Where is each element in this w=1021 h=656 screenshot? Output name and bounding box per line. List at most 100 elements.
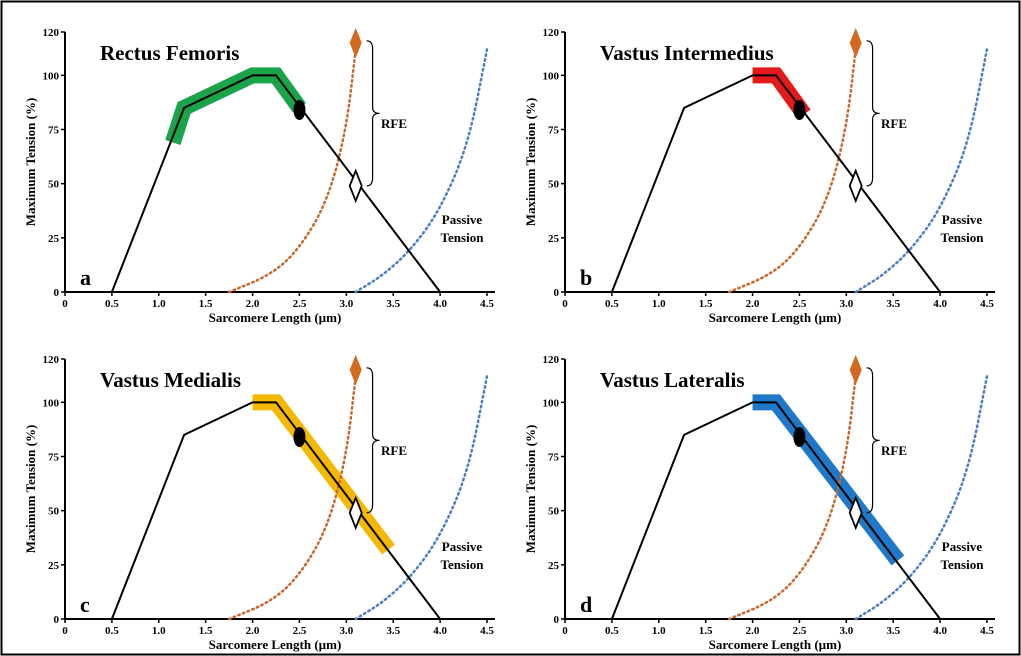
y-tick-label: 120 <box>543 354 560 366</box>
y-tick-label: 120 <box>43 27 60 39</box>
x-tick-label: 4.5 <box>980 625 994 637</box>
x-tick-label: 4.0 <box>433 298 447 310</box>
y-tick-label: 25 <box>48 233 60 245</box>
panel-title: Vastus Medialis <box>100 368 241 392</box>
y-tick-label: 50 <box>548 179 560 191</box>
passive-stretch-diamond-marker <box>348 168 363 204</box>
panel-letter: c <box>80 592 90 617</box>
operating-point-marker <box>293 100 306 120</box>
rfe-bracket <box>866 40 880 187</box>
passive-tension-curve <box>854 375 989 621</box>
rfe-bracket <box>866 367 880 514</box>
active-tension-curve <box>610 401 941 620</box>
passive-tension-label: Passive <box>942 212 983 227</box>
rfe-diamond-marker <box>349 354 362 385</box>
passive-stretch-diamond-marker <box>848 495 863 531</box>
x-tick-label: 2.0 <box>746 625 760 637</box>
x-tick-label: 3.5 <box>886 625 900 637</box>
y-axis-label: Maximum Tension (%) <box>23 98 38 227</box>
x-tick-label: 1.5 <box>199 298 213 310</box>
passive-stretch-diamond-marker <box>848 168 863 204</box>
x-tick-label: 2.0 <box>246 625 260 637</box>
x-tick-label: 1.5 <box>699 625 713 637</box>
x-axis-label: Sarcomere Length (µm) <box>209 310 342 325</box>
x-tick-label: 3.0 <box>339 298 353 310</box>
x-axis-label: Sarcomere Length (µm) <box>709 310 842 325</box>
y-tick-label: 75 <box>48 125 60 137</box>
x-tick-label: 2.5 <box>293 625 307 637</box>
y-tick-label: 75 <box>548 125 560 137</box>
active-tension-curve <box>610 74 941 293</box>
x-tick-label: 2.5 <box>793 298 807 310</box>
passive-tension-curve <box>854 48 989 294</box>
rfe-diamond-marker <box>349 27 362 58</box>
x-tick-label: 0 <box>562 625 568 637</box>
x-tick-label: 0.5 <box>605 625 619 637</box>
x-tick-label: 2.5 <box>793 625 807 637</box>
x-tick-label: 4.0 <box>433 625 447 637</box>
passive-stretch-diamond-marker <box>348 495 363 531</box>
active-tension-curve <box>110 74 441 293</box>
y-tick-label: 0 <box>54 614 60 626</box>
panel-c: 0 0.5 1.0 1.5 2.0 2.5 3.0 3.5 4.0 4.5 0 25 50 75 100 12… <box>23 354 495 652</box>
total-tension-curve <box>227 48 357 294</box>
x-tick-label: 4.5 <box>480 298 494 310</box>
x-tick-label: 0 <box>562 298 568 310</box>
operating-point-marker <box>293 427 306 447</box>
x-tick-label: 4.0 <box>933 625 947 637</box>
x-tick-label: 0.5 <box>105 625 119 637</box>
y-tick-label: 100 <box>543 397 560 409</box>
x-tick-label: 1.0 <box>152 298 166 310</box>
y-tick-label: 25 <box>548 560 560 572</box>
passive-tension-curve <box>354 375 489 621</box>
x-tick-label: 1.0 <box>152 625 166 637</box>
x-tick-label: 3.5 <box>386 298 400 310</box>
panel-b: 0 0.5 1.0 1.5 2.0 2.5 3.0 3.5 4.0 4.5 0 25 50 75 100 12… <box>523 27 995 325</box>
panel-a: 0 0.5 1.0 1.5 2.0 2.5 3.0 3.5 4.0 4.5 0 25 50 75 100 12… <box>23 27 495 325</box>
rfe-label: RFE <box>381 116 407 131</box>
passive-tension-curve <box>354 48 489 294</box>
x-tick-label: 1.0 <box>652 298 666 310</box>
passive-tension-label: Passive <box>942 539 983 554</box>
x-tick-label: 0.5 <box>605 298 619 310</box>
rfe-diamond-marker <box>849 354 862 385</box>
y-tick-label: 120 <box>543 27 560 39</box>
panel-letter: d <box>580 592 592 617</box>
rfe-bracket <box>366 367 380 514</box>
rfe-bracket <box>366 40 380 187</box>
rfe-label: RFE <box>381 443 407 458</box>
panel-title: Rectus Femoris <box>100 41 239 65</box>
panel-letter: b <box>580 265 592 290</box>
x-tick-label: 4.5 <box>980 298 994 310</box>
y-tick-label: 50 <box>48 179 60 191</box>
y-tick-label: 100 <box>543 70 560 82</box>
y-tick-label: 100 <box>43 397 60 409</box>
y-tick-label: 25 <box>548 233 560 245</box>
x-tick-label: 0.5 <box>105 298 119 310</box>
passive-tension-label-line2: Tension <box>441 557 485 572</box>
y-axis-label: Maximum Tension (%) <box>523 98 538 227</box>
y-tick-label: 25 <box>48 560 60 572</box>
x-tick-label: 1.5 <box>699 298 713 310</box>
active-tension-curve <box>110 401 441 620</box>
operating-point-marker <box>793 100 806 120</box>
panel-title: Vastus Lateralis <box>600 368 745 392</box>
y-axis-label: Maximum Tension (%) <box>23 425 38 554</box>
x-tick-label: 1.5 <box>199 625 213 637</box>
x-tick-label: 3.0 <box>839 298 853 310</box>
x-tick-label: 4.0 <box>933 298 947 310</box>
passive-tension-label-line2: Tension <box>941 230 985 245</box>
x-tick-label: 3.0 <box>839 625 853 637</box>
y-axis-label: Maximum Tension (%) <box>523 425 538 554</box>
y-tick-label: 100 <box>43 70 60 82</box>
y-tick-label: 50 <box>48 506 60 518</box>
y-tick-label: 75 <box>548 452 560 464</box>
total-tension-curve <box>727 375 857 621</box>
passive-tension-label-line2: Tension <box>941 557 985 572</box>
x-tick-label: 3.5 <box>386 625 400 637</box>
y-tick-label: 0 <box>554 614 560 626</box>
x-tick-label: 3.5 <box>886 298 900 310</box>
y-tick-label: 75 <box>48 452 60 464</box>
